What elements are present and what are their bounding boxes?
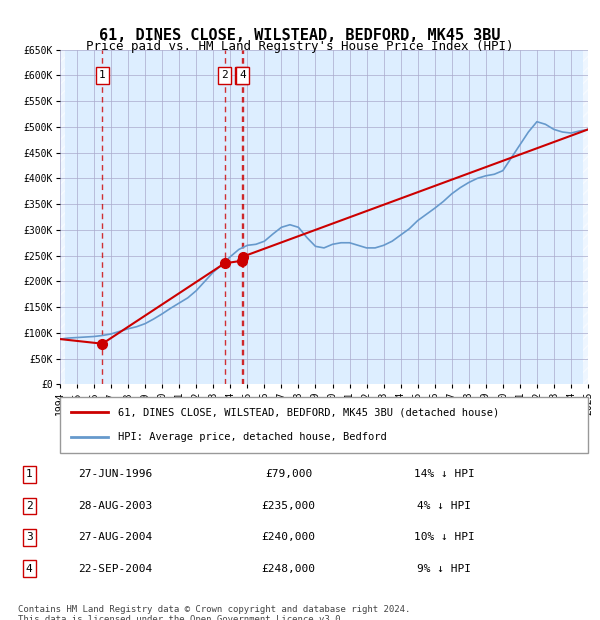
Text: £79,000: £79,000 [265,469,312,479]
Bar [60,50,65,384]
Text: 14% ↓ HPI: 14% ↓ HPI [413,469,475,479]
Text: 61, DINES CLOSE, WILSTEAD, BEDFORD, MK45 3BU (detached house): 61, DINES CLOSE, WILSTEAD, BEDFORD, MK45… [118,407,499,417]
Text: 1: 1 [26,469,32,479]
Text: £248,000: £248,000 [262,564,316,574]
Text: 2: 2 [26,501,32,511]
Text: 22-SEP-2004: 22-SEP-2004 [79,564,153,574]
Text: £235,000: £235,000 [262,501,316,511]
Text: 61, DINES CLOSE, WILSTEAD, BEDFORD, MK45 3BU: 61, DINES CLOSE, WILSTEAD, BEDFORD, MK45… [99,28,501,43]
Text: 4: 4 [26,564,32,574]
Text: 4% ↓ HPI: 4% ↓ HPI [417,501,471,511]
Text: 3: 3 [238,70,245,81]
Text: 3: 3 [26,532,32,542]
Text: 1: 1 [99,70,106,81]
Text: 4: 4 [239,70,246,81]
Bar [583,50,588,384]
Text: HPI: Average price, detached house, Bedford: HPI: Average price, detached house, Bedf… [118,432,387,442]
Text: 27-AUG-2004: 27-AUG-2004 [79,532,153,542]
Text: Contains HM Land Registry data © Crown copyright and database right 2024.
This d: Contains HM Land Registry data © Crown c… [18,604,410,620]
Text: 9% ↓ HPI: 9% ↓ HPI [417,564,471,574]
Text: £240,000: £240,000 [262,532,316,542]
Text: 10% ↓ HPI: 10% ↓ HPI [413,532,475,542]
Text: 28-AUG-2003: 28-AUG-2003 [79,501,153,511]
Text: Price paid vs. HM Land Registry's House Price Index (HPI): Price paid vs. HM Land Registry's House … [86,40,514,53]
Text: 27-JUN-1996: 27-JUN-1996 [79,469,153,479]
Text: 2: 2 [221,70,228,81]
FancyBboxPatch shape [60,397,588,453]
